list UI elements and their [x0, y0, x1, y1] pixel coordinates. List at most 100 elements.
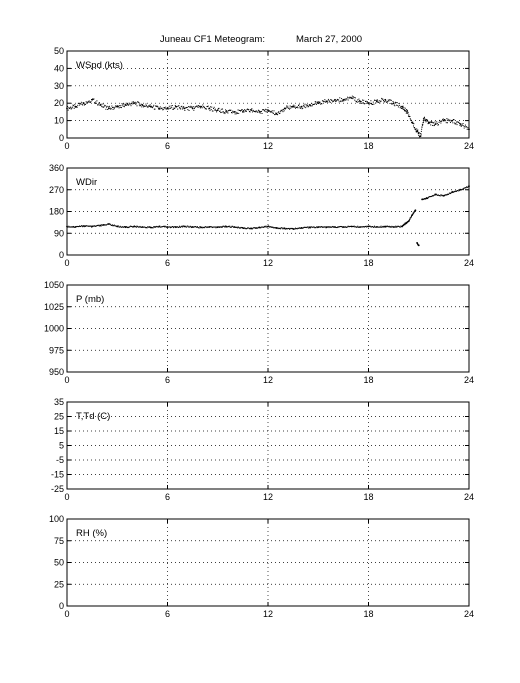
data-point-stipple	[153, 104, 155, 106]
data-point-stipple	[380, 225, 382, 227]
data-point-stipple	[97, 225, 99, 227]
data-point-stipple	[417, 244, 419, 246]
data-point-stipple	[232, 225, 234, 227]
data-point-stipple	[180, 106, 182, 108]
data-point-stipple	[235, 227, 237, 229]
data-point-stipple	[277, 228, 279, 230]
data-point-stipple	[111, 106, 113, 108]
data-point-stipple	[401, 226, 403, 228]
data-point-stipple	[126, 104, 128, 106]
data-point-stipple	[165, 106, 167, 108]
data-point-stipple	[429, 122, 431, 124]
data-point-stipple	[344, 98, 346, 100]
data-point-stipple	[422, 123, 424, 125]
data-point-stipple	[332, 101, 334, 103]
data-point-stipple	[95, 225, 97, 227]
data-point-stipple	[286, 106, 288, 108]
data-point-stipple	[302, 105, 304, 107]
data-point-stipple	[152, 227, 154, 229]
data-point-stipple	[107, 223, 109, 225]
data-point-stipple	[455, 123, 457, 125]
data-point-stipple	[248, 227, 250, 229]
data-point-stipple	[274, 114, 276, 116]
data-point-stipple	[306, 227, 308, 229]
data-point-stipple	[116, 106, 118, 108]
data-point-stipple	[197, 106, 199, 108]
data-point-stipple	[247, 227, 249, 229]
data-point-stipple	[128, 104, 130, 106]
data-point-stipple	[446, 194, 448, 196]
data-point-stipple	[449, 119, 451, 121]
data-point-stipple	[209, 226, 211, 228]
data-point-stipple	[395, 226, 397, 228]
data-point-stipple	[358, 226, 360, 228]
data-point-stipple	[306, 226, 308, 228]
data-point-stipple	[332, 225, 334, 227]
data-point-stipple	[182, 225, 184, 227]
data-point-stipple	[80, 225, 82, 227]
data-point-stipple	[430, 121, 432, 123]
data-point-stipple	[164, 226, 166, 228]
data-point-stipple	[139, 105, 141, 107]
data-point-stipple	[327, 226, 329, 228]
data-point-stipple	[104, 105, 106, 107]
data-point-stipple	[145, 103, 147, 105]
data-point-stipple	[181, 105, 183, 107]
data-point	[258, 111, 261, 113]
data-point-stipple	[316, 226, 318, 228]
data-point-stipple	[313, 226, 315, 228]
data-point-stipple	[345, 98, 347, 100]
data-point-stipple	[431, 195, 433, 197]
data-point-stipple	[157, 226, 159, 228]
data-point-stipple	[399, 226, 401, 228]
data-point-stipple	[298, 105, 300, 107]
data-point-stipple	[271, 111, 273, 113]
data-point-stipple	[336, 227, 338, 229]
data-point-stipple	[170, 105, 172, 107]
data-point-stipple	[176, 226, 178, 228]
data-point-stipple	[322, 226, 324, 228]
data-point-stipple	[441, 195, 443, 197]
data-point-stipple	[391, 103, 393, 105]
data-point-stipple	[266, 111, 268, 113]
x-tick-label: 18	[363, 492, 373, 502]
data-point-stipple	[315, 226, 317, 228]
data-point-stipple	[289, 228, 291, 230]
data-point-stipple	[263, 225, 265, 227]
data-point-stipple	[228, 226, 230, 228]
data-point-stipple	[306, 105, 308, 107]
data-point-stipple	[206, 106, 208, 108]
data-point-stipple	[296, 228, 298, 230]
data-point-stipple	[82, 226, 84, 228]
data-point-stipple	[439, 195, 441, 197]
data-point-stipple	[222, 226, 224, 228]
data-point-stipple	[165, 226, 167, 228]
data-point-stipple	[356, 226, 358, 228]
data-point-stipple	[73, 107, 75, 109]
data-point-stipple	[378, 101, 380, 103]
data-point-stipple	[356, 101, 358, 103]
data-point-stipple	[350, 97, 352, 99]
data-point-stipple	[161, 107, 163, 109]
data-point-stipple	[309, 105, 311, 107]
data-point-stipple	[225, 225, 227, 227]
data-point-stipple	[457, 121, 459, 123]
data-point-stipple	[192, 226, 194, 228]
x-tick-label: 18	[363, 258, 373, 268]
data-point-stipple	[121, 103, 123, 105]
data-point-stipple	[266, 226, 268, 228]
data-point-stipple	[134, 226, 136, 228]
data-point-stipple	[367, 225, 369, 227]
data-point-stipple	[172, 108, 174, 110]
data-point-stipple	[418, 132, 420, 134]
data-point-stipple	[394, 105, 396, 107]
data-point-stipple	[321, 226, 323, 228]
data-point-stipple	[254, 227, 256, 229]
data-point-stipple	[126, 226, 128, 228]
data-point-stipple	[131, 103, 133, 105]
data-point-stipple	[226, 110, 228, 112]
data-point-stipple	[356, 226, 358, 228]
data-point-stipple	[184, 107, 186, 109]
data-point-stipple	[248, 111, 250, 113]
data-point-stipple	[144, 105, 146, 107]
